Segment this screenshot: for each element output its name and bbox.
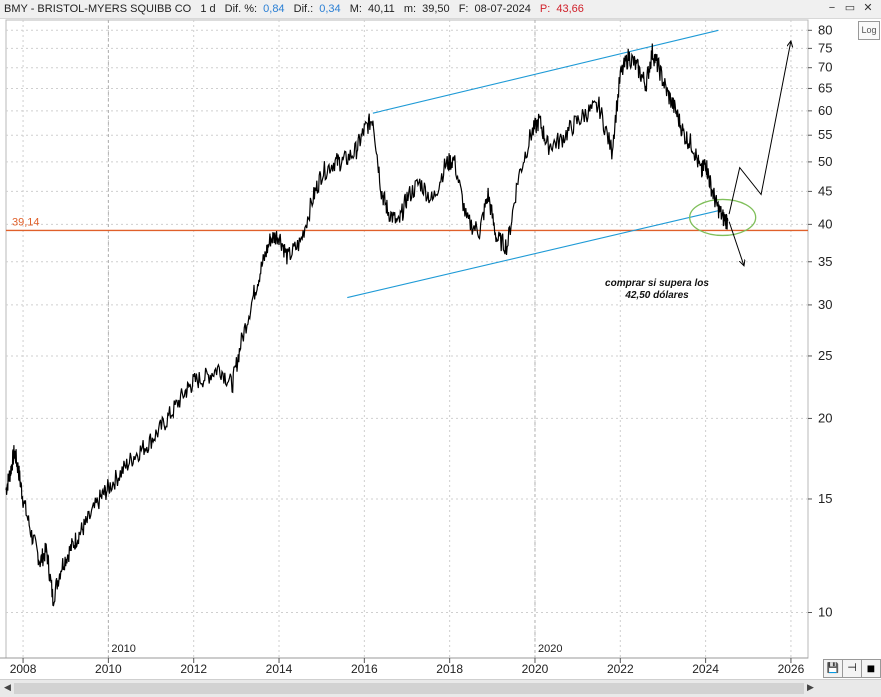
y-tick-label: 55 (818, 127, 832, 142)
min-label: m: (403, 3, 417, 15)
min-value: 39,50 (422, 3, 450, 15)
x-tick-label: 2020 (522, 662, 549, 676)
y-axis: 10 15 20 25 30 35 40 45 50 55 60 65 70 75 80 (808, 22, 832, 619)
dif-value: 0,34 (319, 3, 341, 15)
y-tick-label: 25 (818, 348, 832, 363)
x-tick-label: 2022 (607, 662, 634, 676)
scroll-left-icon[interactable]: ◀ (4, 682, 11, 692)
dif-label: Dif.: (293, 3, 314, 15)
y-tick-label: 60 (818, 103, 832, 118)
plot-frame (5, 19, 809, 659)
y-tick-label: 80 (818, 22, 832, 37)
max-label: M: (349, 3, 362, 15)
date-label: F: (458, 3, 469, 15)
chart-grid (5, 19, 809, 659)
price-value: 43,66 (556, 3, 584, 15)
y-tick-label: 40 (818, 216, 832, 231)
channel-upper-line (372, 29, 719, 114)
annotation-text: 42,50 dólares (624, 290, 689, 301)
annotation-text: comprar si supera los (605, 278, 709, 289)
price-line (5, 43, 729, 607)
dif-pct-value: 0,84 (263, 3, 285, 15)
projection-arrow (728, 41, 791, 215)
channel-lower-line (347, 210, 719, 299)
close-button[interactable]: ✕ (863, 2, 873, 14)
y-tick-label: 35 (818, 254, 832, 269)
x-tick-label: 2012 (180, 662, 207, 676)
x-tick-label: 2018 (436, 662, 463, 676)
x-tick-label: 2026 (778, 662, 805, 676)
price-label: P: (539, 3, 551, 15)
y-tick-label: 15 (818, 491, 832, 506)
y-tick-label: 50 (818, 154, 832, 169)
scroll-thumb[interactable] (14, 683, 804, 694)
x-axis: 2008 2010 2012 2014 2016 2018 2020 2022 2024 2026… (0, 643, 808, 676)
y-tick-label: 65 (818, 80, 832, 95)
x-tick-label: 2010 (95, 662, 122, 676)
date-value: 08-07-2024 (474, 3, 531, 15)
highlight-ellipse (689, 198, 757, 237)
y-tick-label: 70 (818, 60, 832, 75)
pin-button[interactable]: ⊣ (842, 659, 862, 678)
dif-pct-label: Dif. %: (224, 3, 258, 15)
max-value: 40,11 (368, 3, 395, 15)
x-tick-label: 2024 (692, 662, 719, 676)
ticker-title: BMY - BRISTOL-MYERS SQUIBB CO (4, 3, 192, 15)
horizontal-scrollbar[interactable]: ◀ ▶ (0, 679, 881, 697)
y-tick-label: 30 (818, 297, 832, 312)
chart-header: BMY - BRISTOL-MYERS SQUIBB CO 1 d Dif. %… (0, 0, 881, 19)
y-tick-label: 10 (818, 604, 832, 619)
x-tick-label: 2014 (266, 662, 293, 676)
support-level-label: 39,14 (12, 216, 40, 228)
scroll-right-icon[interactable]: ▶ (807, 682, 814, 692)
projection-arrow (728, 221, 744, 266)
color-box-button[interactable]: ■ (861, 659, 881, 678)
x-tick-label: 2008 (10, 662, 37, 676)
save-button[interactable]: 💾 (823, 659, 843, 678)
minimize-button[interactable]: − (828, 2, 836, 14)
y-tick-label: 75 (818, 40, 832, 55)
price-series (5, 43, 729, 607)
y-tick-label: 20 (818, 410, 832, 425)
interval-label: 1 d (200, 3, 216, 15)
log-scale-button[interactable]: Log (858, 21, 880, 40)
period-label: 2020 (538, 643, 562, 655)
restore-button[interactable]: ▭ (844, 2, 856, 14)
y-tick-label: 45 (818, 183, 832, 198)
period-label: 2010 (111, 643, 135, 655)
x-tick-label: 2016 (351, 662, 378, 676)
